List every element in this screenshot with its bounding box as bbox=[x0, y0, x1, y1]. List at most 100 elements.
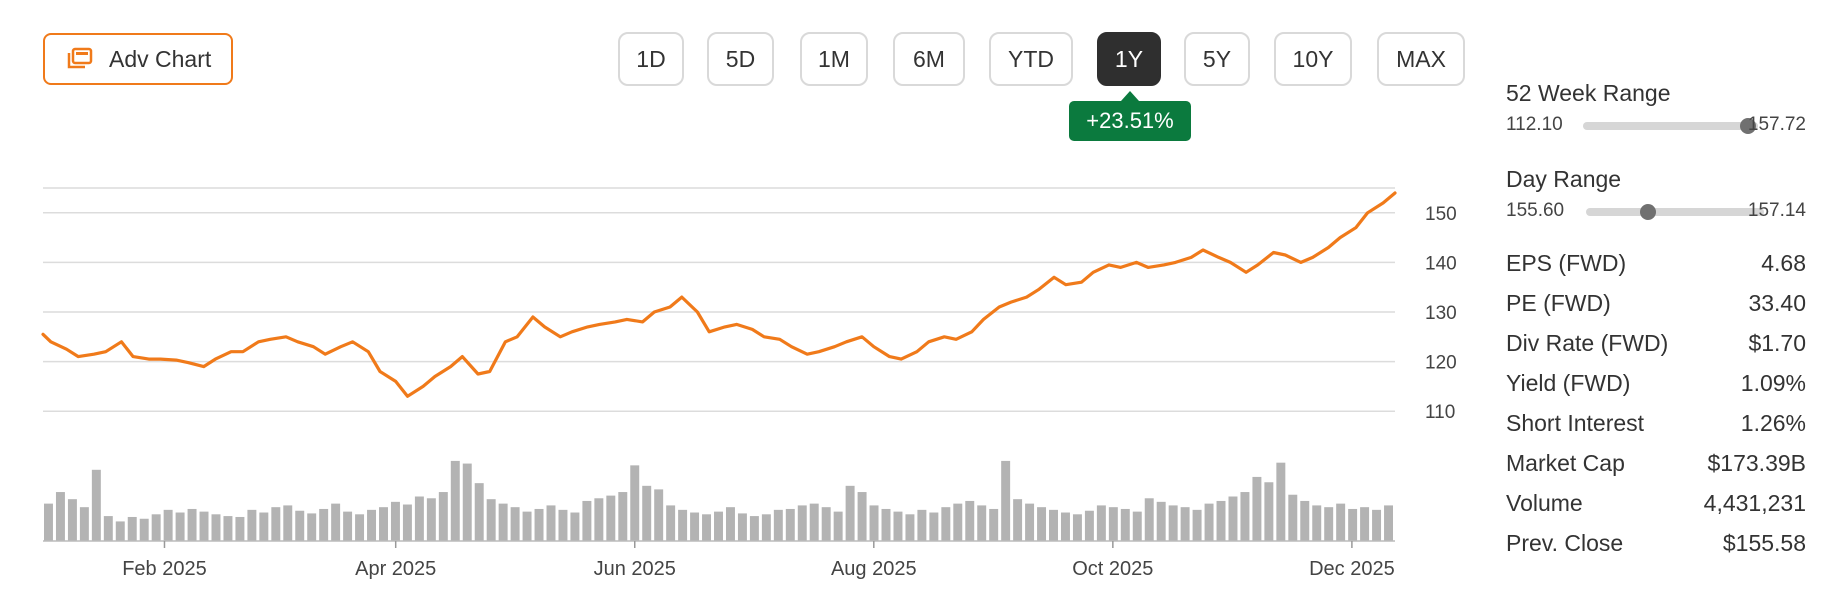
volume-bar bbox=[773, 509, 783, 541]
volume-bar bbox=[941, 507, 951, 541]
volume-bar bbox=[103, 516, 113, 541]
volume-bar bbox=[1372, 509, 1382, 541]
x-tick-label: Dec 2025 bbox=[1309, 558, 1395, 580]
volume-bar bbox=[247, 509, 257, 541]
volume-bar bbox=[881, 508, 891, 541]
x-tick-label: Feb 2025 bbox=[122, 558, 207, 580]
day-range-low: 155.60 bbox=[1506, 200, 1565, 221]
range-button-5d[interactable]: 5D bbox=[707, 32, 774, 86]
volume-bar bbox=[965, 500, 975, 541]
stat-value: $173.39B bbox=[1707, 449, 1806, 476]
volume-bar bbox=[678, 509, 688, 541]
volume-bar bbox=[1336, 503, 1346, 541]
volume-bar bbox=[809, 503, 819, 541]
range-button-max[interactable]: MAX bbox=[1377, 32, 1465, 86]
volume-bar bbox=[283, 505, 293, 541]
volume-bar bbox=[1060, 512, 1070, 541]
volume-bar bbox=[295, 510, 305, 541]
volume-bar bbox=[1037, 507, 1047, 541]
volume-bar bbox=[1312, 505, 1322, 541]
volume-bar bbox=[606, 495, 616, 541]
stat-row: PE (FWD) 33.40 bbox=[1506, 287, 1806, 319]
range-button-1d[interactable]: 1D bbox=[618, 32, 684, 86]
volume-bar bbox=[749, 516, 759, 541]
x-tick-label: Jun 2025 bbox=[594, 558, 676, 580]
volume-bar bbox=[199, 511, 209, 541]
volume-bar bbox=[1120, 508, 1130, 541]
volume-bar bbox=[1096, 505, 1106, 541]
volume-bar bbox=[534, 508, 544, 541]
volume-bar bbox=[151, 514, 161, 541]
stat-value: 1.09% bbox=[1740, 369, 1806, 396]
volume-bar bbox=[1240, 492, 1250, 541]
volume-bar bbox=[737, 513, 747, 541]
stat-row: Volume 4,431,231 bbox=[1506, 487, 1806, 519]
range-button-5y[interactable]: 5Y bbox=[1184, 32, 1250, 86]
volume-bar bbox=[163, 509, 173, 541]
volume-bar bbox=[654, 489, 664, 541]
volume-bar bbox=[79, 507, 89, 541]
stat-row: Market Cap $173.39B bbox=[1506, 447, 1806, 479]
volume-bar bbox=[714, 511, 723, 541]
volume-bar bbox=[331, 503, 341, 541]
range-button-1y[interactable]: 1Y bbox=[1097, 32, 1161, 86]
x-tick-label: Aug 2025 bbox=[831, 558, 917, 580]
range-button-1m[interactable]: 1M bbox=[800, 32, 868, 86]
stat-label: Volume bbox=[1506, 489, 1583, 516]
volume-bar bbox=[175, 512, 185, 541]
volume-bar bbox=[379, 507, 388, 541]
volume-bar bbox=[367, 509, 377, 541]
week52-high: 157.72 bbox=[1747, 114, 1806, 135]
volume-bar bbox=[1072, 514, 1082, 541]
stat-label: Short Interest bbox=[1506, 409, 1645, 436]
volume-bar bbox=[343, 511, 353, 541]
volume-bar bbox=[438, 492, 448, 541]
volume-bar bbox=[558, 509, 568, 541]
stat-value: 4.68 bbox=[1761, 249, 1806, 276]
y-tick-label: 130 bbox=[1425, 303, 1457, 324]
volume-bar bbox=[91, 469, 101, 541]
volume-bar bbox=[582, 500, 592, 541]
stat-label: Yield (FWD) bbox=[1506, 369, 1631, 396]
volume-bar bbox=[223, 516, 233, 541]
stat-label: Market Cap bbox=[1506, 449, 1625, 476]
volume-bar bbox=[797, 505, 807, 541]
stat-row: EPS (FWD) 4.68 bbox=[1506, 247, 1806, 279]
volume-bar bbox=[630, 465, 640, 541]
volume-bar bbox=[139, 518, 149, 541]
stat-row: Yield (FWD) 1.09% bbox=[1506, 367, 1806, 399]
adv-chart-button[interactable]: Adv Chart bbox=[43, 33, 233, 85]
volume-bar bbox=[546, 505, 556, 541]
volume-bar bbox=[977, 505, 987, 541]
volume-bar bbox=[115, 521, 125, 541]
volume-bar bbox=[1300, 500, 1310, 541]
volume-bar bbox=[989, 508, 999, 541]
stat-value: $155.58 bbox=[1722, 529, 1806, 556]
stat-value: 1.26% bbox=[1740, 409, 1806, 436]
volume-bar bbox=[1360, 507, 1370, 541]
volume-bar bbox=[917, 509, 927, 541]
range-button-6m[interactable]: 6M bbox=[893, 32, 965, 86]
volume-bar bbox=[905, 514, 915, 541]
stat-value: 33.40 bbox=[1748, 289, 1806, 316]
range-button-10y[interactable]: 10Y bbox=[1274, 32, 1352, 86]
volume-bar bbox=[833, 511, 843, 541]
volume-bar bbox=[307, 513, 317, 541]
volume-bar bbox=[1288, 494, 1298, 541]
volume-bar bbox=[235, 516, 245, 541]
volume-bar bbox=[642, 485, 652, 541]
volume-bar bbox=[1216, 500, 1226, 541]
volume-bar bbox=[570, 512, 580, 541]
volume-bar bbox=[1348, 508, 1358, 541]
range-button-ytd[interactable]: YTD bbox=[989, 32, 1073, 86]
volume-bar bbox=[1144, 498, 1154, 541]
stat-label: Div Rate (FWD) bbox=[1506, 329, 1669, 356]
day-range-track bbox=[1586, 204, 1764, 220]
volume-bar bbox=[44, 503, 53, 541]
volume-bar bbox=[929, 512, 939, 541]
volume-bar bbox=[1084, 510, 1094, 541]
day-range-label: Day Range bbox=[1506, 166, 1622, 192]
stat-label: EPS (FWD) bbox=[1506, 249, 1627, 276]
volume-bar bbox=[1013, 499, 1023, 541]
volume-bar bbox=[1384, 505, 1393, 541]
